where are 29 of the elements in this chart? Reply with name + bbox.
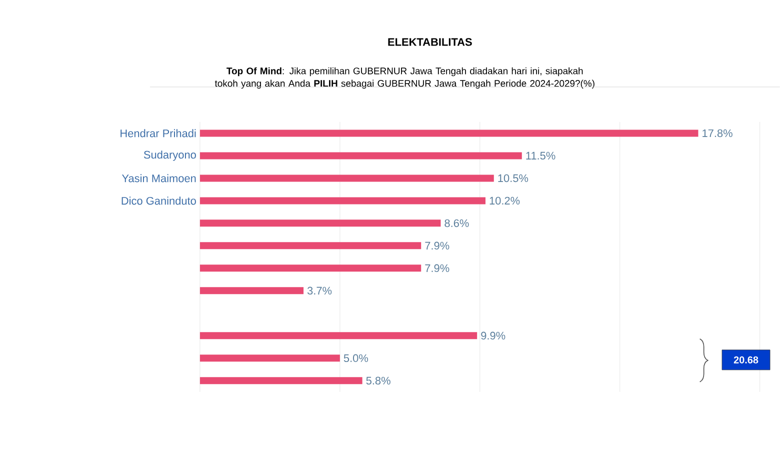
annotation: 20.68 <box>734 356 758 364</box>
bar <box>200 264 422 272</box>
bar <box>200 152 522 160</box>
bar <box>200 197 486 204</box>
data-label: 7.9% <box>425 242 450 250</box>
bar <box>200 220 441 227</box>
bar <box>200 287 304 294</box>
chart-title: ELEKTABILITAS <box>388 38 472 46</box>
chart-subtitle: Top Of Mind: Jika pemilihan GUBERNUR Jawa Tengah diadakan hari ini, siapakah tokoh yang akan Anda PILIH sebagai GUBERNUR Jawa Tengah Periode 2024-2029?(%) <box>214 67 594 89</box>
data-label: 3.7% <box>307 286 332 295</box>
bar <box>200 242 422 250</box>
bar <box>200 377 362 384</box>
bar <box>200 354 340 362</box>
y-tick-label: Sudaryono <box>144 150 196 161</box>
y-tick-label: Yasin Maimoen <box>122 174 196 182</box>
bar <box>200 174 494 182</box>
bar <box>200 130 698 137</box>
data-label: 8.6% <box>444 219 469 228</box>
data-label: 5.8% <box>366 376 390 385</box>
data-label: 9.9% <box>481 332 506 340</box>
data-label: 5.0% <box>344 354 368 362</box>
data-label: 10.5% <box>498 174 528 182</box>
data-label: 10.2% <box>490 196 520 205</box>
data-label: 7.9% <box>425 264 450 272</box>
y-tick-label: Dico Ganinduto <box>122 196 196 205</box>
bar <box>200 332 478 340</box>
y-tick-label: Hendrar Prihadi <box>120 129 196 138</box>
data-label: 17.8% <box>702 129 732 138</box>
data-label: 11.5% <box>526 152 556 160</box>
